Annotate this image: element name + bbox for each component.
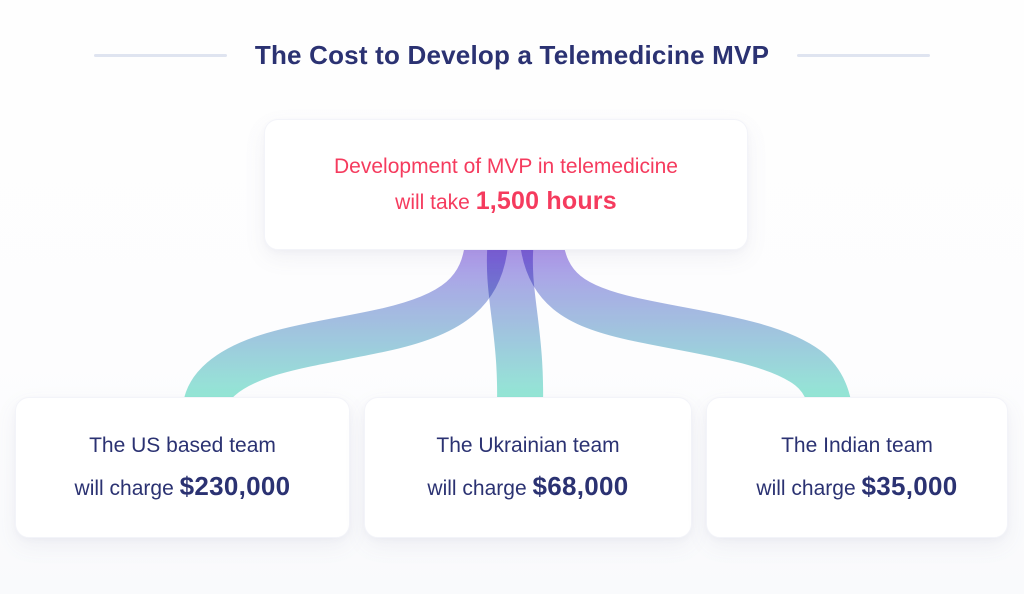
ukrainian-charge-amount: $68,000 (532, 471, 629, 501)
us-team-label: The US based team (89, 434, 276, 457)
title-decor-line-right (797, 54, 931, 57)
us-charge-amount: $230,000 (179, 471, 291, 501)
indian-charge-prefix: will charge (756, 477, 862, 500)
top-card-line1: Development of MVP in telemedicine (334, 154, 678, 178)
cost-card-ukrainian-team: The Ukrainian team will charge $68,000 (364, 397, 692, 538)
top-card-line2-prefix: will take (395, 190, 476, 214)
indian-team-label: The Indian team (781, 434, 933, 457)
top-summary-card: Development of MVP in telemedicine will … (264, 119, 748, 250)
indian-charge-amount: $35,000 (861, 471, 958, 501)
indian-team-charge-line: will charge $35,000 (756, 466, 957, 509)
page-title: The Cost to Develop a Telemedicine MVP (254, 40, 770, 70)
cost-card-indian-team: The Indian team will charge $35,000 (706, 397, 1008, 538)
ukrainian-team-label: The Ukrainian team (436, 434, 620, 457)
us-team-charge-line: will charge $230,000 (75, 466, 291, 509)
header: The Cost to Develop a Telemedicine MVP (0, 40, 1024, 71)
top-card-line2: will take 1,500 hours (395, 184, 617, 220)
title-decor-line-left (93, 54, 227, 57)
us-charge-prefix: will charge (74, 477, 180, 500)
hours-value: 1,500 hours (475, 186, 617, 215)
ukrainian-team-charge-line: will charge $68,000 (427, 466, 628, 509)
ukrainian-charge-prefix: will charge (427, 477, 533, 500)
cost-card-us-team: The US based team will charge $230,000 (15, 397, 350, 538)
